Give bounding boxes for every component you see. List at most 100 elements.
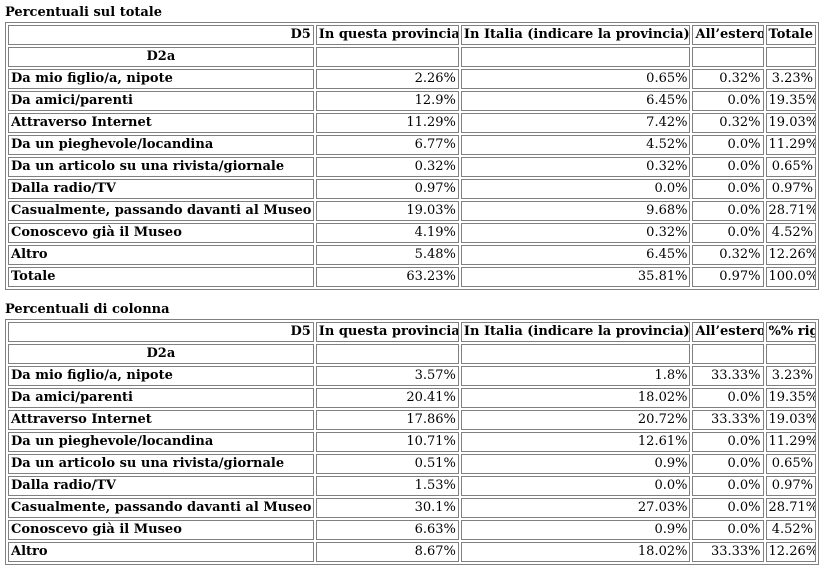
value-cell: 0.0% <box>692 388 764 408</box>
table-row: Casualmente, passando davanti al Museo 30… <box>8 498 816 518</box>
column-header: %% riga <box>765 322 816 342</box>
percent-of-total-table: D5 In questa provincia In Italia (indica… <box>5 22 819 290</box>
value-cell: 0.0% <box>692 157 764 177</box>
column-header: All’estero <box>692 322 764 342</box>
row-group-header: D2a <box>8 47 314 67</box>
row-label: Da un articolo su una rivista/giornale <box>8 157 314 177</box>
value-cell: 0.0% <box>460 179 691 199</box>
empty-cell <box>765 344 816 364</box>
table-body: Da mio figlio/a, nipote 2.26% 0.65% 0.32% 3.… <box>8 69 816 287</box>
value-cell: 6.77% <box>315 135 459 155</box>
value-cell: 33.33% <box>692 542 764 562</box>
value-cell: 7.42% <box>460 113 691 133</box>
table-row: Da un pieghevole/locandina 6.77% 4.52% 0.0%… <box>8 135 816 155</box>
column-header: In Italia (indicare la provincia) <box>460 322 691 342</box>
empty-cell <box>315 47 459 67</box>
report-page: Percentuali sul totale D5 In questa prov… <box>5 5 819 565</box>
table-caption: Percentuali di colonna <box>5 302 170 317</box>
column-header: In Italia (indicare la provincia) <box>460 25 691 45</box>
table-row: Dalla radio/TV 0.97% 0.0% 0.0% 0.97% <box>8 179 816 199</box>
row-label: Casualmente, passando davanti al Museo <box>8 201 314 221</box>
header-row: D5 In questa provincia In Italia (indica… <box>8 322 816 342</box>
row-group-header: D2a <box>8 344 314 364</box>
value-cell: 27.03% <box>460 498 691 518</box>
subheader-row: D2a <box>8 47 816 67</box>
value-cell: 0.97% <box>692 267 764 287</box>
table-row: Conoscevo già il Museo 4.19% 0.32% 0.0% 4.52… <box>8 223 816 243</box>
table-row: Casualmente, passando davanti al Museo 19… <box>8 201 816 221</box>
value-cell: 4.19% <box>315 223 459 243</box>
value-cell: 19.35% <box>765 388 816 408</box>
table-row: Totale 63.23% 35.81% 0.97% 100.0% <box>8 267 816 287</box>
row-label: Altro <box>8 245 314 265</box>
value-cell: 19.35% <box>765 91 816 111</box>
value-cell: 19.03% <box>315 201 459 221</box>
value-cell: 28.71% <box>765 201 816 221</box>
row-label: Attraverso Internet <box>8 410 314 430</box>
value-cell: 2.26% <box>315 69 459 89</box>
corner-header: D5 <box>8 322 314 342</box>
value-cell: 0.51% <box>315 454 459 474</box>
value-cell: 33.33% <box>692 410 764 430</box>
row-label: Conoscevo già il Museo <box>8 520 314 540</box>
value-cell: 17.86% <box>315 410 459 430</box>
value-cell: 20.41% <box>315 388 459 408</box>
table-row: Da un pieghevole/locandina 10.71% 12.61% 0.… <box>8 432 816 452</box>
value-cell: 12.26% <box>765 245 816 265</box>
value-cell: 100.0% <box>765 267 816 287</box>
value-cell: 11.29% <box>765 432 816 452</box>
value-cell: 0.0% <box>692 179 764 199</box>
table-row: Altro 5.48% 6.45% 0.32% 12.26% <box>8 245 816 265</box>
value-cell: 30.1% <box>315 498 459 518</box>
table-row: Dalla radio/TV 1.53% 0.0% 0.0% 0.97% <box>8 476 816 496</box>
value-cell: 0.0% <box>692 498 764 518</box>
header-row: D5 In questa provincia In Italia (indica… <box>8 25 816 45</box>
row-label: Da amici/parenti <box>8 91 314 111</box>
value-cell: 6.45% <box>460 91 691 111</box>
value-cell: 1.53% <box>315 476 459 496</box>
table-row: Da amici/parenti 12.9% 6.45% 0.0% 19.35% <box>8 91 816 111</box>
table-row: Da amici/parenti 20.41% 18.02% 0.0% 19.35% <box>8 388 816 408</box>
value-cell: 0.32% <box>460 157 691 177</box>
table-body: Da mio figlio/a, nipote 3.57% 1.8% 33.33% 3.… <box>8 366 816 562</box>
value-cell: 3.23% <box>765 69 816 89</box>
column-header: Totale <box>765 25 816 45</box>
corner-header: D5 <box>8 25 314 45</box>
value-cell: 35.81% <box>460 267 691 287</box>
value-cell: 3.23% <box>765 366 816 386</box>
value-cell: 11.29% <box>765 135 816 155</box>
value-cell: 0.32% <box>460 223 691 243</box>
subheader-row: D2a <box>8 344 816 364</box>
value-cell: 0.0% <box>692 201 764 221</box>
value-cell: 0.0% <box>692 432 764 452</box>
row-label: Da un pieghevole/locandina <box>8 135 314 155</box>
column-header: In questa provincia <box>315 322 459 342</box>
value-cell: 0.0% <box>692 520 764 540</box>
empty-cell <box>460 47 691 67</box>
value-cell: 0.97% <box>765 179 816 199</box>
table-row: Da mio figlio/a, nipote 3.57% 1.8% 33.33% 3.… <box>8 366 816 386</box>
empty-cell <box>692 344 764 364</box>
value-cell: 0.32% <box>315 157 459 177</box>
value-cell: 4.52% <box>460 135 691 155</box>
value-cell: 0.9% <box>460 454 691 474</box>
row-label: Da un articolo su una rivista/giornale <box>8 454 314 474</box>
value-cell: 12.9% <box>315 91 459 111</box>
value-cell: 12.61% <box>460 432 691 452</box>
column-header: In questa provincia <box>315 25 459 45</box>
row-label: Da amici/parenti <box>8 388 314 408</box>
percent-of-column-table: D5 In questa provincia In Italia (indica… <box>5 319 819 565</box>
column-header: All’estero <box>692 25 764 45</box>
table-row: Conoscevo già il Museo 6.63% 0.9% 0.0% 4.52% <box>8 520 816 540</box>
value-cell: 5.48% <box>315 245 459 265</box>
empty-cell <box>460 344 691 364</box>
table-row: Altro 8.67% 18.02% 33.33% 12.26% <box>8 542 816 562</box>
value-cell: 0.65% <box>460 69 691 89</box>
row-label: Dalla radio/TV <box>8 179 314 199</box>
value-cell: 12.26% <box>765 542 816 562</box>
value-cell: 0.32% <box>692 113 764 133</box>
value-cell: 0.0% <box>692 223 764 243</box>
value-cell: 0.0% <box>692 476 764 496</box>
value-cell: 3.57% <box>315 366 459 386</box>
value-cell: 0.32% <box>692 69 764 89</box>
